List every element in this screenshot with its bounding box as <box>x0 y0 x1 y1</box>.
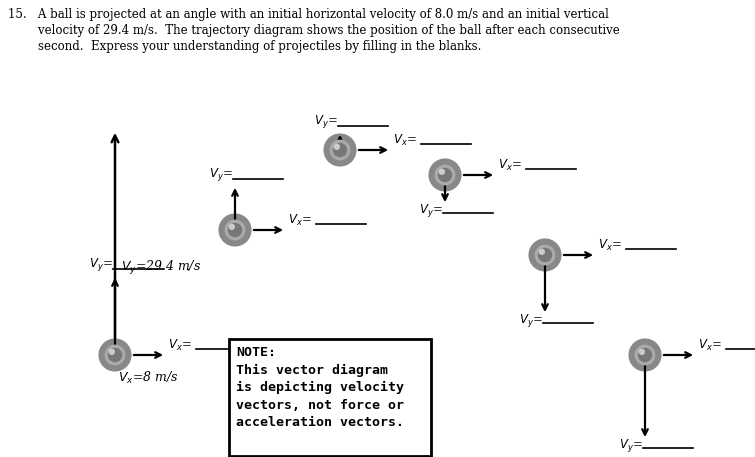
Text: $V_y$=: $V_y$= <box>89 256 113 273</box>
Circle shape <box>538 249 545 255</box>
Text: $V_x$=8 m/s: $V_x$=8 m/s <box>118 370 178 386</box>
Text: $V_x$=: $V_x$= <box>698 338 722 353</box>
Circle shape <box>330 139 350 160</box>
Circle shape <box>228 223 242 237</box>
Text: $V_y$=: $V_y$= <box>619 437 643 454</box>
Circle shape <box>105 345 125 366</box>
Text: $V_x$=: $V_x$= <box>498 158 522 173</box>
Circle shape <box>333 143 347 157</box>
Circle shape <box>435 165 455 186</box>
Circle shape <box>108 348 122 362</box>
Circle shape <box>535 244 556 266</box>
Text: velocity of 29.4 m/s.  The trajectory diagram shows the position of the ball aft: velocity of 29.4 m/s. The trajectory dia… <box>8 24 620 37</box>
Circle shape <box>438 168 452 182</box>
Circle shape <box>439 169 445 175</box>
Circle shape <box>224 220 245 240</box>
Circle shape <box>629 339 661 371</box>
Text: $V_y$=: $V_y$= <box>314 113 338 130</box>
Text: $V_y$=: $V_y$= <box>419 202 443 219</box>
Text: second.  Express your understanding of projectiles by filling in the blanks.: second. Express your understanding of pr… <box>8 40 482 53</box>
Circle shape <box>324 134 356 166</box>
Circle shape <box>635 345 655 366</box>
Text: $V_y$=: $V_y$= <box>209 166 233 183</box>
Circle shape <box>99 339 131 371</box>
Text: 15.   A ball is projected at an angle with an initial horizontal velocity of 8.0: 15. A ball is projected at an angle with… <box>8 8 609 21</box>
Text: NOTE:
This vector diagram
is depicting velocity
vectors, not force or
accelerati: NOTE: This vector diagram is depicting v… <box>236 346 404 429</box>
FancyBboxPatch shape <box>229 339 431 456</box>
Text: $V_x$=: $V_x$= <box>393 133 417 148</box>
Text: $V_x$=: $V_x$= <box>288 213 312 228</box>
Circle shape <box>429 159 461 191</box>
Circle shape <box>219 214 251 246</box>
Circle shape <box>529 239 561 271</box>
Text: $V_x$=: $V_x$= <box>168 338 192 353</box>
Text: $V_y$=29.4 m/s: $V_y$=29.4 m/s <box>121 259 201 277</box>
Circle shape <box>229 223 235 230</box>
Circle shape <box>334 143 340 150</box>
Text: $V_y$=: $V_y$= <box>519 312 543 329</box>
Circle shape <box>639 349 645 355</box>
Circle shape <box>638 348 652 362</box>
Circle shape <box>538 248 552 262</box>
Text: $V_x$=: $V_x$= <box>598 238 622 253</box>
Circle shape <box>109 349 115 355</box>
